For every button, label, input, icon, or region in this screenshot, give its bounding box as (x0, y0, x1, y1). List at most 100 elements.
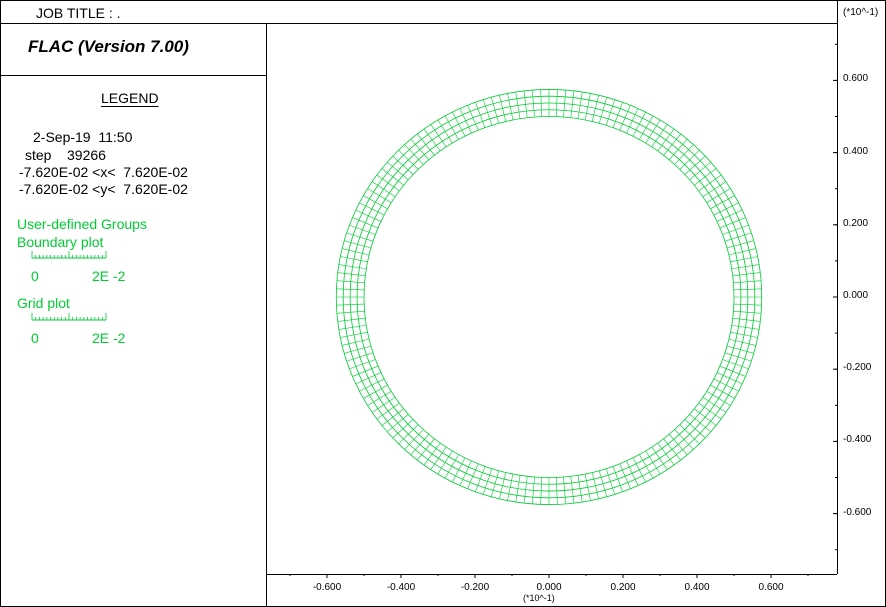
ring-radial-line (404, 429, 424, 450)
ring-radial-line (639, 115, 654, 140)
ring-radial-line (732, 317, 761, 322)
ring-radial-line (645, 119, 661, 144)
ring-radial-line (444, 454, 459, 479)
ring-radial-line (540, 89, 543, 117)
ring-radial-line (490, 97, 500, 124)
ring-radial-line (668, 434, 688, 456)
ring-radial-line (706, 188, 731, 203)
ring-radial-line (730, 331, 758, 338)
ring-radial-line (430, 124, 447, 148)
ring-radial-line (532, 90, 535, 118)
ring-radial-line (731, 264, 760, 270)
x-tick-label: 0.000 (536, 582, 562, 593)
ring-radial-line (731, 324, 760, 330)
ring-radial-line (728, 248, 756, 256)
ring-radial-line (598, 470, 608, 497)
ring-radial-line (482, 468, 493, 495)
ring-radial-line (437, 450, 453, 475)
ring-radial-line (423, 128, 441, 152)
ring-radial-line (417, 133, 435, 156)
y-tick-label: 0.200 (843, 217, 869, 229)
ring-radial-line (605, 468, 616, 495)
boundary-scale-min: 0 (31, 268, 39, 284)
ring-radial-line (363, 384, 388, 399)
ring-radial-line (444, 115, 459, 140)
ring-radial-line (336, 310, 365, 314)
ring-radial-line (355, 372, 382, 385)
ring-radial-line (639, 454, 654, 479)
ring-radial-line (674, 429, 694, 450)
ring-radial-line (342, 248, 370, 256)
ring-radial-line (523, 476, 528, 504)
ring-radial-line (722, 359, 749, 370)
ring-radial-line (459, 460, 472, 486)
ring-radial-line (467, 105, 479, 131)
ring-radial-line (392, 155, 414, 175)
ring-radial-line (515, 91, 521, 119)
legend-title: LEGEND (101, 90, 159, 106)
x-tick-label: 0.600 (758, 582, 784, 593)
ring-radial-line (540, 477, 543, 505)
x-tick-label: -0.200 (460, 582, 490, 593)
ring-radial-line (507, 93, 514, 121)
ring-radial-line (605, 99, 616, 126)
ring-radial-line (694, 168, 717, 186)
grid-scale-min: 0 (31, 330, 39, 346)
ring-radial-line (591, 472, 599, 499)
x-tick-label: -0.400 (386, 582, 416, 593)
ring-radial-line (555, 89, 558, 117)
ring-radial-line (475, 102, 486, 128)
ring-radial-line (482, 99, 493, 126)
ring-radial-line (336, 280, 365, 284)
legend-group-heading: User-defined Groups (17, 216, 147, 232)
ring-radial-line (452, 457, 466, 483)
ring-radial-line (724, 232, 752, 242)
ring-radial-line (626, 108, 639, 134)
ring-radial-line (702, 397, 727, 413)
ring-radial-line (684, 155, 706, 175)
y-exponent-label: (*10^-1) (843, 7, 879, 18)
legend-grid-label: Grid plot (17, 295, 70, 311)
ring-radial-line (507, 473, 514, 501)
ring-radial-line (619, 463, 631, 489)
ring-radial-line (376, 402, 400, 420)
ring-radial-line (668, 138, 688, 160)
legend-step: step 39266 (25, 147, 106, 163)
ring-radial-line (577, 475, 583, 503)
ring-radial-line (733, 288, 762, 291)
ring-radial-line (684, 419, 706, 439)
app-title: FLAC (Version 7.00) (28, 37, 189, 56)
ring-radial-line (342, 338, 370, 346)
ring-radial-line (626, 460, 639, 486)
ring-radial-line (733, 303, 762, 306)
ring-radial-line (570, 90, 575, 118)
ring-radial-line (689, 161, 711, 181)
y-tick-label: 0.400 (843, 145, 869, 157)
ring-radial-line (651, 124, 668, 148)
ring-radial-line (459, 108, 472, 134)
ring-radial-line (663, 438, 681, 461)
ring-radial-line (523, 90, 528, 118)
ring-radial-line (340, 256, 368, 263)
ring-radial-line (355, 209, 382, 222)
ring-radial-line (387, 413, 409, 433)
ring-radial-line (367, 391, 392, 406)
ring-radial-line (392, 419, 414, 439)
grid-scale-max: 2E -2 (92, 330, 126, 346)
ring-radial-line (381, 168, 404, 186)
ring-radial-line (612, 466, 623, 492)
ring-radial-line (689, 413, 711, 433)
ring-radial-line (722, 224, 749, 235)
ring-radial-line (632, 457, 646, 483)
ring-radial-line (584, 473, 591, 501)
ring-radial-line (381, 408, 404, 426)
ring-radial-line (371, 181, 396, 197)
ring-radial-line (674, 144, 694, 165)
ring-radial-line (732, 272, 761, 277)
ring-radial-line (706, 391, 731, 406)
ring-radial-line (452, 111, 466, 137)
ring-radial-line (404, 144, 424, 165)
y-tick-label: -0.200 (843, 362, 872, 374)
ring-radial-line (344, 240, 372, 249)
boundary-scale-max: 2E -2 (92, 268, 126, 284)
